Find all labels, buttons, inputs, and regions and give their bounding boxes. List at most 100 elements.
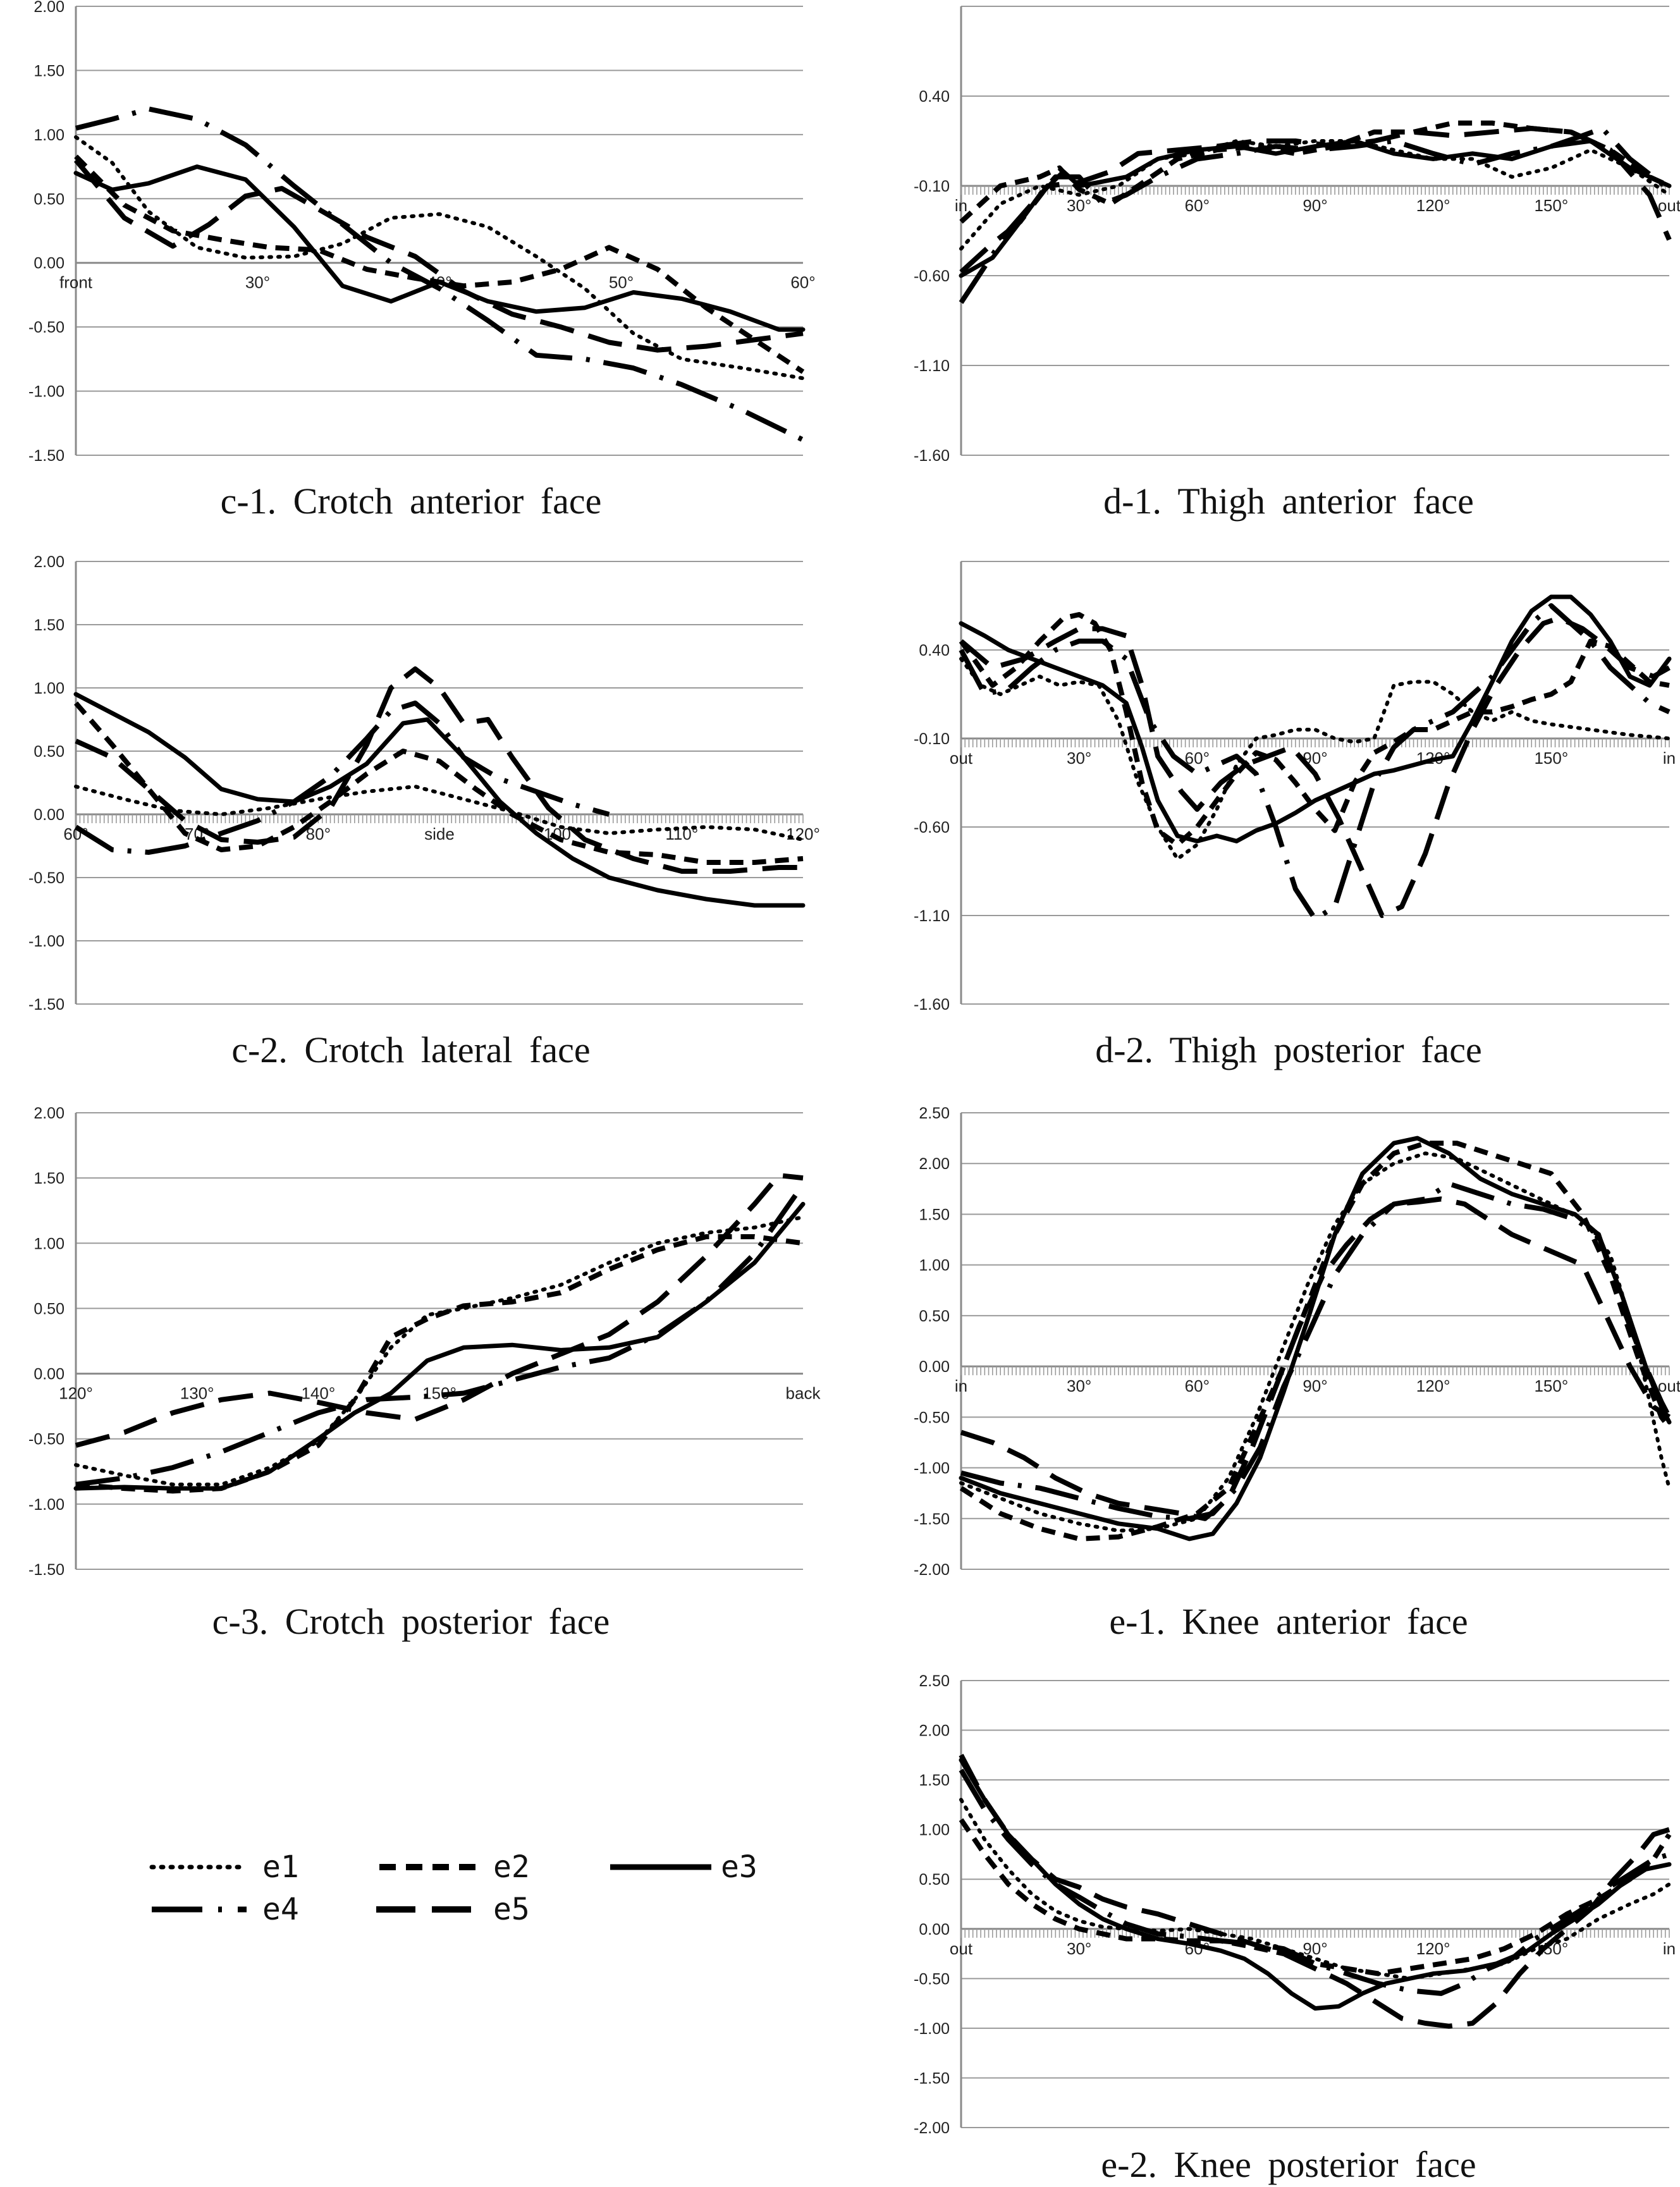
minor-ticks-e1c (960, 1366, 1670, 1376)
x-tick-label-c1-0: front (59, 273, 93, 292)
x-tick-label-d1-6: out (1658, 196, 1680, 215)
series-c3-e5 (75, 1173, 804, 1448)
y-tick-label-c3-2: 1.00 (34, 1235, 64, 1253)
y-tick-label-e2c-6: -0.50 (914, 1970, 950, 1988)
legend-label-e4: e4 (262, 1892, 299, 1927)
y-tick-label-e2c-7: -1.00 (914, 2020, 950, 2038)
y-tick-label-c3-4: 0.00 (34, 1366, 64, 1383)
caption-c2: c-2. Crotch lateral face (231, 1029, 590, 1070)
series-c2-e2 (73, 701, 804, 865)
y-tick-label-d1-4: -1.10 (914, 357, 950, 375)
x-tick-label-e2c-6: in (1663, 1939, 1676, 1958)
x-tick-label-c1-3: 50° (609, 273, 634, 292)
y-tick-label-d1-5: -1.60 (914, 447, 950, 465)
caption-d2: d-2. Thigh posterior face (1095, 1029, 1482, 1070)
y-tick-label-c3-5: -0.50 (28, 1431, 64, 1449)
y-tick-label-e2c-5: 0.00 (919, 1921, 950, 1939)
x-tick-label-e1c-5: 150° (1534, 1376, 1568, 1395)
series-c2-e5 (75, 666, 803, 874)
x-tick-label-e1c-4: 120° (1416, 1376, 1450, 1395)
y-tick-label-e2c-8: -1.50 (914, 2069, 950, 2087)
y-tick-label-d2-1: 0.40 (919, 642, 950, 659)
x-tick-label-d1-4: 120° (1416, 196, 1450, 215)
series-d2-e4 (959, 603, 1671, 922)
x-tick-label-e1c-3: 90° (1303, 1376, 1327, 1395)
y-tick-label-c1-0: 2.00 (34, 0, 64, 16)
series-c1-e2 (74, 154, 805, 374)
y-tick-label-e2c-3: 1.00 (919, 1822, 950, 1839)
series-e1c-e3 (959, 1136, 1672, 1541)
series-e2c-e4 (959, 1768, 1671, 1996)
y-tick-label-d1-3: -0.60 (914, 267, 950, 285)
x-tick-label-d1-1: 30° (1067, 196, 1091, 215)
y-tick-label-c2-7: -1.50 (28, 996, 64, 1014)
y-tick-label-c2-0: 2.00 (34, 553, 64, 571)
x-tick-label-c2-2: 80° (306, 824, 331, 843)
y-tick-label-d1-1: 0.40 (919, 88, 950, 106)
chart-e1c: 2.50 2.00 1.50 1.00 0.50 0.00 -0.50 -1.00 -1.50 -… (914, 1105, 1680, 1579)
x-tick-label-e1c-6: out (1658, 1376, 1680, 1395)
x-tick-label-e2c-3: 90° (1303, 1939, 1327, 1958)
y-tick-label-d2-4: -1.10 (914, 907, 950, 925)
series-c2-e1 (74, 785, 805, 842)
y-tick-label-c1-5: -0.50 (28, 319, 64, 336)
series-e1c-e2 (959, 1141, 1672, 1541)
x-tick-label-d1-0: in (955, 196, 967, 215)
x-tick-label-e1c-0: in (955, 1376, 967, 1395)
y-tick-label-e1c-2: 1.50 (919, 1206, 950, 1223)
y-tick-label-d1-2: -0.10 (914, 178, 950, 195)
x-tick-label-e2c-0: out (950, 1939, 973, 1958)
chart-e2c: 2.50 2.00 1.50 1.00 0.50 0.00 -0.50 -1.00 -1.50 -… (914, 1672, 1676, 2137)
caption-c1: c-1. Crotch anterior face (221, 481, 602, 522)
x-tick-label-d1-3: 90° (1303, 196, 1327, 215)
minor-ticks-c2 (75, 814, 804, 823)
y-tick-label-c3-0: 2.00 (34, 1105, 64, 1122)
y-tick-label-c3-3: 0.50 (34, 1300, 64, 1318)
caption-d1: d-1. Thigh anterior face (1103, 481, 1474, 522)
x-tick-label-e1c-2: 60° (1185, 1376, 1210, 1395)
minor-ticks-d2 (960, 738, 1670, 747)
x-tick-label-c1-1: 30° (245, 273, 270, 292)
series-e2c-e5 (959, 1753, 1671, 2029)
x-tick-label-e2c-1: 30° (1067, 1939, 1091, 1958)
x-tick-label-c3-4: back (786, 1384, 821, 1403)
y-tick-label-c3-6: -1.00 (28, 1496, 64, 1514)
series-c3-e3 (73, 1201, 806, 1491)
series-d2-e1 (959, 657, 1671, 861)
captions: c-1. Crotch anterior face c-2. Crotch la… (212, 481, 1482, 2185)
series-d1-e5 (959, 126, 1672, 274)
y-tick-label-d2-5: -1.60 (914, 996, 950, 1014)
y-tick-label-c1-3: 0.50 (34, 190, 64, 208)
y-tick-label-e1c-5: 0.00 (919, 1358, 950, 1376)
legend-label-e2: e2 (493, 1849, 530, 1885)
y-tick-label-e2c-9: -2.00 (914, 2119, 950, 2137)
charts-layer: 2.00 1.50 1.00 0.50 0.00 -0.50 -1.00 -1.50 front… (28, 0, 1680, 2137)
legend: e1 e2 e3 e4 e5 (149, 1849, 757, 1927)
series-c1-e1 (74, 135, 805, 381)
y-tick-label-c1-7: -1.50 (28, 447, 64, 465)
y-tick-label-e1c-0: 2.50 (919, 1105, 950, 1122)
x-tick-label-d2-1: 30° (1067, 749, 1091, 768)
series-d1-e4 (959, 126, 1671, 304)
series-c1-e5 (73, 158, 804, 353)
series-e2c-e3 (959, 1758, 1672, 2011)
series-d2-e2 (959, 612, 1670, 847)
y-tick-label-c3-1: 1.50 (34, 1170, 64, 1187)
y-tick-label-c1-1: 1.50 (34, 62, 64, 80)
x-tick-label-d2-0: out (950, 749, 973, 768)
y-tick-label-c3-7: -1.50 (28, 1561, 64, 1579)
series-d1-e1 (959, 139, 1671, 251)
x-tick-label-c2-6: 120° (786, 824, 820, 843)
y-tick-label-e1c-7: -1.00 (914, 1460, 950, 1478)
chart-c3: 2.00 1.50 1.00 0.50 0.00 -0.50 -1.00 -1.50 120° 1… (28, 1105, 821, 1579)
y-tick-label-d2-3: -0.60 (914, 819, 950, 836)
y-tick-label-c2-2: 1.00 (34, 680, 64, 697)
series-e1c-e5 (960, 1196, 1671, 1521)
x-tick-label-c2-3: side (424, 824, 455, 843)
x-tick-label-c3-2: 140° (301, 1384, 335, 1403)
y-tick-label-c2-3: 0.50 (34, 743, 64, 761)
x-tick-label-d1-2: 60° (1185, 196, 1210, 215)
